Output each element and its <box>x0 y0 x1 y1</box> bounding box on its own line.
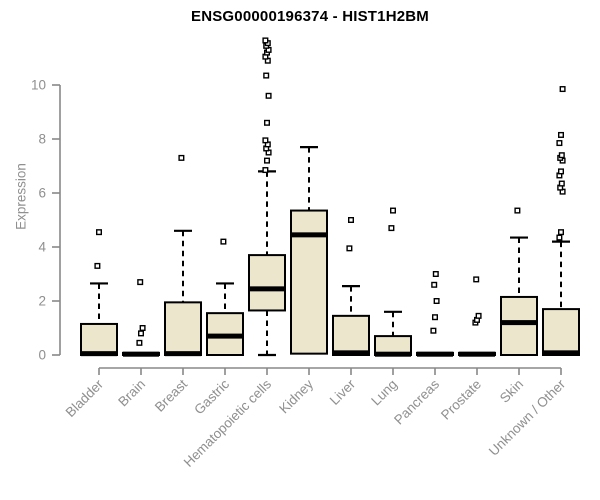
outlier-point-hematopoietic-cells <box>262 167 269 174</box>
median-prostate <box>459 351 495 357</box>
x-category-label: Breast <box>152 376 190 414</box>
outlier-point-breast <box>178 154 185 161</box>
outlier-point-brain <box>137 330 144 337</box>
outlier-point-skin <box>514 207 521 214</box>
outlier-point-unknown-other <box>558 229 565 236</box>
box-bladder <box>80 322 118 357</box>
outlier-point-pancreas <box>432 314 439 321</box>
outlier-point-lung <box>390 207 397 214</box>
median-pancreas <box>417 351 453 357</box>
y-tick-label: 6 <box>38 186 46 201</box>
x-category-label: Pancreas <box>391 376 442 427</box>
outlier-point-brain <box>139 325 146 332</box>
median-gastric <box>207 333 243 339</box>
median-brain <box>123 351 159 357</box>
median-skin <box>501 320 537 326</box>
outlier-point-hematopoietic-cells <box>265 92 272 99</box>
outlier-point-brain <box>136 339 143 346</box>
box-kidney <box>290 209 328 355</box>
x-category-label: Kidney <box>276 376 316 416</box>
outlier-point-hematopoietic-cells <box>262 37 269 44</box>
y-tick-label: 10 <box>31 78 46 93</box>
x-category-label: Skin <box>497 377 526 406</box>
x-category-label: Liver <box>327 376 359 408</box>
median-liver <box>333 350 369 356</box>
median-hematopoietic-cells <box>249 286 285 292</box>
outlier-point-pancreas <box>430 327 437 334</box>
outlier-point-pancreas <box>433 298 440 305</box>
y-tick-label: 8 <box>38 132 46 147</box>
box-skin <box>500 295 538 357</box>
outlier-point-hematopoietic-cells <box>262 137 269 144</box>
outlier-point-brain <box>137 279 144 286</box>
outlier-point-prostate <box>473 276 480 283</box>
outlier-point-unknown-other <box>558 152 565 159</box>
outlier-point-unknown-other <box>558 180 565 187</box>
outlier-point-unknown-other <box>556 234 563 241</box>
outlier-point-lung <box>388 225 395 232</box>
outlier-point-unknown-other <box>558 131 565 138</box>
outlier-point-pancreas <box>431 281 438 288</box>
chart-title: ENSG00000196374 - HIST1H2BM <box>190 8 430 25</box>
x-category-label: Lung <box>368 377 400 409</box>
outlier-point-liver <box>346 245 353 252</box>
outlier-point-hematopoietic-cells <box>264 157 271 164</box>
outlier-point-unknown-other <box>556 140 563 147</box>
outlier-point-liver <box>348 216 355 223</box>
x-category-label: Gastric <box>191 376 232 417</box>
y-tick-label: 2 <box>38 294 46 309</box>
outlier-point-gastric <box>220 238 227 245</box>
outlier-point-unknown-other <box>559 86 566 93</box>
y-tick-label: 0 <box>38 348 46 363</box>
box-breast <box>164 301 202 357</box>
box-liver <box>332 314 370 357</box>
outlier-point-prostate <box>475 312 482 319</box>
outlier-point-pancreas <box>432 271 439 278</box>
box-hematopoietic-cells <box>248 254 286 312</box>
median-kidney <box>291 232 327 238</box>
outlier-point-bladder <box>95 229 102 236</box>
outlier-point-hematopoietic-cells <box>263 72 270 79</box>
outlier-point-unknown-other <box>558 168 565 175</box>
x-category-label: Brain <box>115 377 148 410</box>
x-category-label: Prostate <box>438 377 484 423</box>
box-unknown-other <box>542 308 580 357</box>
median-breast <box>165 351 201 357</box>
median-lung <box>375 351 411 357</box>
x-category-label: Bladder <box>63 376 107 420</box>
median-bladder <box>81 351 117 357</box>
outlier-point-hematopoietic-cells <box>264 119 271 126</box>
median-unknown-other <box>543 350 579 356</box>
y-tick-label: 4 <box>38 240 46 255</box>
outlier-point-bladder <box>94 262 101 269</box>
x-category-label: Unknown / Other <box>486 376 569 459</box>
